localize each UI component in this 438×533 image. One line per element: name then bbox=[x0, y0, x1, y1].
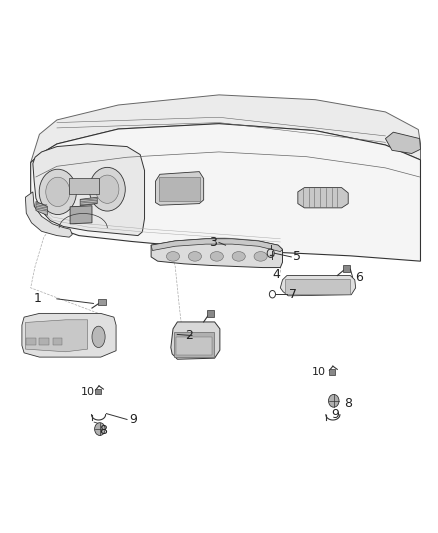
Polygon shape bbox=[151, 239, 283, 268]
FancyBboxPatch shape bbox=[174, 332, 214, 357]
Ellipse shape bbox=[95, 175, 119, 203]
Text: 10: 10 bbox=[81, 387, 95, 397]
Text: 2: 2 bbox=[185, 329, 193, 342]
Text: 6: 6 bbox=[355, 271, 363, 284]
Text: 9: 9 bbox=[332, 408, 339, 421]
Polygon shape bbox=[155, 172, 204, 205]
FancyBboxPatch shape bbox=[39, 338, 49, 345]
FancyBboxPatch shape bbox=[95, 389, 101, 394]
Text: 10: 10 bbox=[312, 367, 326, 377]
Polygon shape bbox=[171, 322, 220, 359]
Text: 5: 5 bbox=[293, 251, 301, 263]
Text: 4: 4 bbox=[272, 268, 280, 281]
Text: 9: 9 bbox=[129, 413, 137, 426]
Text: 8: 8 bbox=[99, 424, 107, 437]
Polygon shape bbox=[80, 197, 97, 206]
Polygon shape bbox=[22, 313, 116, 357]
Text: 8: 8 bbox=[344, 397, 352, 410]
Circle shape bbox=[95, 423, 105, 435]
Polygon shape bbox=[25, 320, 88, 352]
Polygon shape bbox=[70, 206, 92, 224]
FancyBboxPatch shape bbox=[26, 338, 36, 345]
Polygon shape bbox=[31, 95, 420, 163]
Ellipse shape bbox=[89, 167, 125, 211]
Polygon shape bbox=[36, 201, 47, 215]
FancyBboxPatch shape bbox=[53, 338, 62, 345]
Polygon shape bbox=[33, 144, 145, 236]
Text: 7: 7 bbox=[289, 288, 297, 301]
Text: 1: 1 bbox=[34, 292, 42, 305]
FancyBboxPatch shape bbox=[98, 299, 106, 305]
Polygon shape bbox=[31, 124, 420, 261]
Ellipse shape bbox=[254, 252, 267, 261]
Polygon shape bbox=[25, 192, 72, 237]
Polygon shape bbox=[298, 188, 348, 208]
Ellipse shape bbox=[188, 252, 201, 261]
FancyBboxPatch shape bbox=[285, 279, 350, 294]
FancyBboxPatch shape bbox=[159, 177, 200, 201]
FancyBboxPatch shape bbox=[176, 337, 212, 355]
Ellipse shape bbox=[46, 177, 70, 207]
Ellipse shape bbox=[210, 252, 223, 261]
Ellipse shape bbox=[39, 169, 77, 214]
FancyBboxPatch shape bbox=[207, 310, 214, 317]
FancyBboxPatch shape bbox=[343, 265, 350, 272]
Polygon shape bbox=[151, 239, 283, 252]
Ellipse shape bbox=[166, 252, 180, 261]
Text: 3: 3 bbox=[209, 236, 217, 249]
Ellipse shape bbox=[232, 252, 245, 261]
Circle shape bbox=[328, 394, 339, 407]
Ellipse shape bbox=[92, 326, 105, 348]
FancyBboxPatch shape bbox=[69, 178, 99, 194]
Polygon shape bbox=[385, 132, 420, 154]
FancyBboxPatch shape bbox=[328, 369, 335, 375]
Polygon shape bbox=[280, 276, 356, 296]
